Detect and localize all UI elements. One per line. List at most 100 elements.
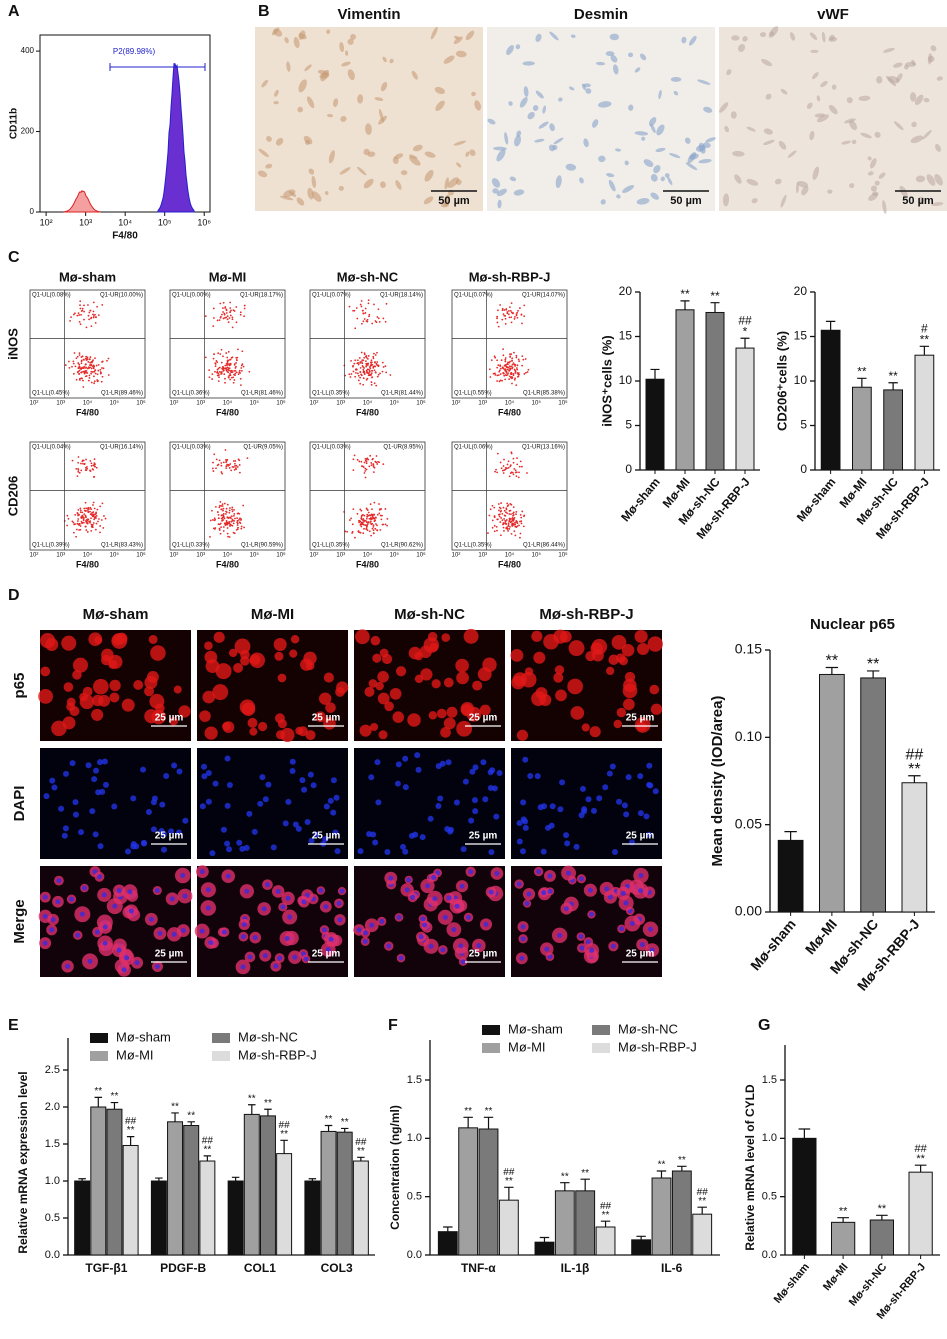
cell xyxy=(145,808,152,815)
event-dot xyxy=(509,375,511,378)
x-tick-label: 10⁶ xyxy=(136,400,146,407)
cell xyxy=(549,31,559,41)
error-bar xyxy=(680,300,690,310)
event-dot xyxy=(525,371,527,374)
cell xyxy=(93,678,109,695)
nucleus xyxy=(325,947,331,953)
legend-swatch xyxy=(90,1033,108,1043)
event-dot xyxy=(230,309,232,312)
event-dot xyxy=(222,530,225,532)
cell xyxy=(522,824,529,831)
event-dot xyxy=(521,355,524,358)
event-dot xyxy=(504,519,507,522)
cell xyxy=(455,50,467,58)
cell xyxy=(394,780,401,787)
quadrant-label: Q1-LR(85.38%) xyxy=(523,391,565,397)
cell xyxy=(797,180,809,188)
event-dot xyxy=(78,513,81,516)
event-dot xyxy=(385,371,388,374)
event-dot xyxy=(83,463,86,466)
cell xyxy=(463,628,479,644)
event-dot xyxy=(228,511,231,514)
event-dot xyxy=(228,520,231,523)
event-dot xyxy=(237,526,239,529)
cell xyxy=(660,176,665,182)
event-dot xyxy=(84,525,87,528)
event-dot xyxy=(211,509,213,512)
event-dot xyxy=(363,353,366,356)
event-dot xyxy=(85,359,88,361)
x-tick-label: Mø-sham xyxy=(747,916,799,973)
cell xyxy=(306,661,315,671)
event-dot xyxy=(362,532,365,535)
event-dot xyxy=(510,471,513,474)
event-dot xyxy=(514,521,516,524)
event-dot xyxy=(515,526,518,528)
event-dot xyxy=(74,365,77,368)
cell xyxy=(496,149,506,162)
cell xyxy=(567,678,583,695)
event-dot xyxy=(490,359,493,362)
event-dot xyxy=(212,470,215,472)
cell xyxy=(595,61,606,66)
event-dot xyxy=(367,302,370,305)
event-dot xyxy=(89,361,92,364)
event-dot xyxy=(218,376,220,379)
cell xyxy=(323,672,334,683)
event-dot xyxy=(365,369,368,372)
event-dot xyxy=(508,310,510,312)
event-dot xyxy=(218,529,221,531)
cell xyxy=(622,185,634,193)
x-tick-label: 10⁵ xyxy=(110,552,120,559)
cell xyxy=(828,104,838,115)
nucleus xyxy=(422,922,428,928)
event-dot xyxy=(93,382,96,385)
cell xyxy=(935,143,941,152)
cell xyxy=(643,813,650,820)
cell xyxy=(581,83,586,91)
event-dot xyxy=(368,530,371,533)
event-dot xyxy=(83,507,86,510)
nucleus xyxy=(94,929,100,935)
event-dot xyxy=(93,518,96,521)
event-dot xyxy=(72,360,75,363)
bar xyxy=(914,354,935,471)
row-label: iNOS xyxy=(5,328,20,360)
error-bar xyxy=(908,775,921,783)
event-dot xyxy=(508,513,511,515)
event-dot xyxy=(378,512,381,515)
event-dot xyxy=(492,372,495,375)
significance: ## xyxy=(355,1137,367,1148)
quadrant-label: Q1-UL(0.07%) xyxy=(454,293,493,299)
nucleus xyxy=(619,926,625,932)
event-dot xyxy=(511,377,513,379)
event-dot xyxy=(209,519,212,522)
cell xyxy=(732,150,745,157)
event-dot xyxy=(82,521,85,524)
cell xyxy=(368,774,375,781)
bar xyxy=(820,329,841,471)
event-dot xyxy=(97,314,100,317)
bar xyxy=(276,1153,293,1256)
cell xyxy=(637,642,650,656)
bar xyxy=(852,386,872,471)
event-dot xyxy=(92,359,94,362)
cell xyxy=(224,755,231,762)
cell xyxy=(159,801,166,808)
event-dot xyxy=(507,363,509,366)
event-dot xyxy=(368,366,371,368)
significance: ** xyxy=(581,1168,589,1179)
event-dot xyxy=(223,522,226,525)
event-dot xyxy=(366,372,369,375)
cell xyxy=(522,61,535,66)
event-dot xyxy=(510,532,513,535)
cell xyxy=(308,168,315,175)
event-dot xyxy=(489,376,492,378)
x-tick-label: 10⁵ xyxy=(250,400,260,407)
cell xyxy=(462,778,469,785)
event-dot xyxy=(510,365,513,368)
bar xyxy=(631,1239,652,1256)
nucleus xyxy=(323,904,329,910)
event-dot xyxy=(526,472,528,474)
event-dot xyxy=(78,373,80,376)
